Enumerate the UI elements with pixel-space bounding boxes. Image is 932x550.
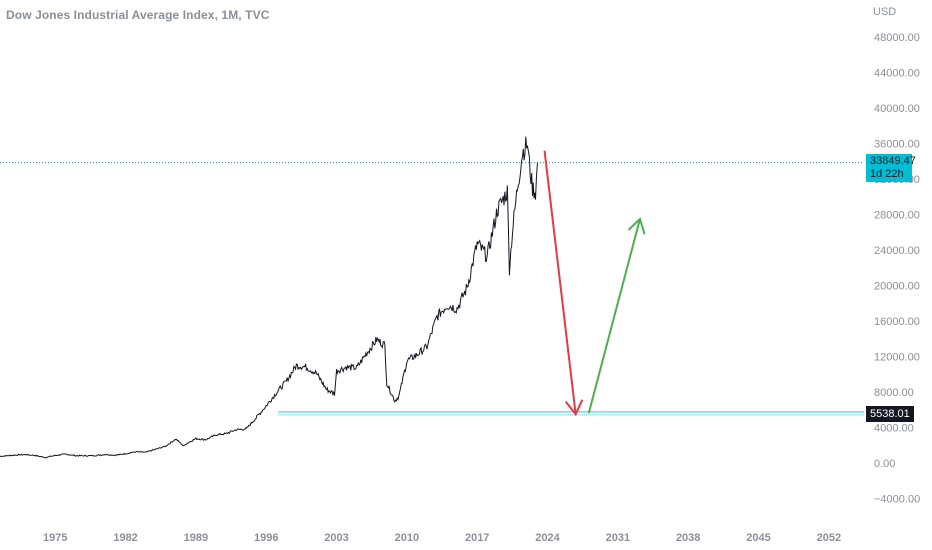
y-tick-label: 28000.00 bbox=[874, 210, 920, 222]
dji-series-line bbox=[0, 136, 538, 459]
x-tick-label: 1989 bbox=[184, 532, 208, 544]
y-tick-label: 8000.00 bbox=[874, 387, 914, 399]
x-tick-label: 2038 bbox=[676, 532, 700, 544]
y-tick-label: 24000.00 bbox=[874, 245, 920, 257]
down-arrow-head bbox=[564, 399, 584, 417]
chart-title: Dow Jones Industrial Average Index, 1M, … bbox=[6, 8, 270, 22]
horizontal-lines bbox=[0, 162, 864, 416]
y-tick-label: 16000.00 bbox=[874, 316, 920, 328]
up-arrow bbox=[587, 218, 641, 414]
y-tick-label: 4000.00 bbox=[874, 423, 914, 435]
x-tick-label: 2017 bbox=[465, 532, 489, 544]
x-tick-label: 2024 bbox=[535, 532, 560, 544]
price-series bbox=[0, 136, 538, 459]
y-tick-label: 20000.00 bbox=[874, 281, 920, 293]
last-price-value: 33849.47 bbox=[870, 155, 916, 167]
x-tick-label: 2052 bbox=[817, 532, 841, 544]
y-tick-label: 0.00 bbox=[874, 458, 895, 470]
support-level-value: 5538.01 bbox=[870, 408, 910, 420]
x-tick-label: 1982 bbox=[113, 532, 137, 544]
forecast-arrows bbox=[543, 150, 646, 417]
down-arrow bbox=[543, 150, 577, 415]
currency-label: USD bbox=[873, 6, 897, 18]
x-tick-label: 2045 bbox=[746, 532, 770, 544]
last-price-badge: 33849.47 1d 22h bbox=[866, 154, 916, 182]
x-tick-label: 1996 bbox=[254, 532, 278, 544]
support-level-badge: 5538.01 bbox=[866, 406, 914, 422]
y-tick-label: 40000.00 bbox=[874, 103, 920, 115]
bar-countdown: 1d 22h bbox=[870, 168, 904, 180]
x-tick-label: 2031 bbox=[606, 532, 630, 544]
x-axis: 1975 1982 1989 1996 2003 2010 2017 2024 2031 2038… bbox=[43, 532, 841, 544]
y-tick-label: −4000.00 bbox=[874, 494, 920, 506]
y-tick-label: 44000.00 bbox=[874, 68, 920, 80]
x-tick-label: 2010 bbox=[395, 532, 419, 544]
up-arrow-head bbox=[627, 217, 646, 235]
y-tick-label: 36000.00 bbox=[874, 139, 920, 151]
x-tick-label: 2003 bbox=[324, 532, 348, 544]
y-tick-label: 12000.00 bbox=[874, 352, 920, 364]
y-tick-label: 48000.00 bbox=[874, 32, 920, 44]
x-tick-label: 1975 bbox=[43, 532, 67, 544]
y-axis: −4000.00 0.00 4000.00 8000.00 12000.00 16000.… bbox=[874, 32, 920, 506]
